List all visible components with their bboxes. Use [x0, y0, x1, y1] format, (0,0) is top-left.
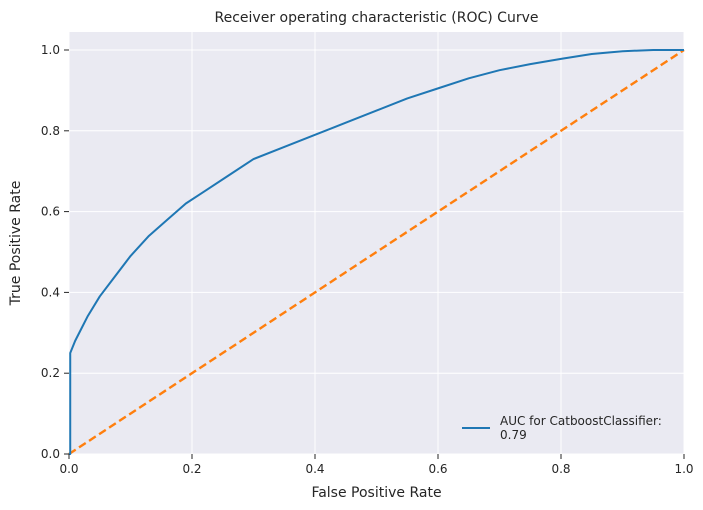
x-axis-ticks: 0.0 0.2 0.4 0.6 0.8 1.0 [59, 454, 694, 476]
legend-label-line2: 0.79 [500, 428, 527, 442]
x-axis-label: False Positive Rate [311, 485, 441, 501]
y-tick-label: 0.0 [41, 447, 60, 461]
y-axis-ticks: 0.0 0.2 0.4 0.6 0.8 1.0 [41, 43, 69, 461]
x-tick-label: 0.2 [182, 462, 201, 476]
x-tick-label: 0.6 [428, 462, 447, 476]
y-tick-label: 0.4 [41, 285, 60, 299]
x-tick-label: 0.4 [305, 462, 324, 476]
series-layer [68, 48, 685, 456]
y-tick-label: 0.2 [41, 366, 60, 380]
y-tick-label: 0.8 [41, 124, 60, 138]
roc-curve-line [69, 49, 684, 455]
y-tick-label: 1.0 [41, 43, 60, 57]
legend: AUC for CatboostClassifier: 0.79 [462, 414, 662, 442]
grid-lines [68, 32, 685, 455]
legend-label-line1: AUC for CatboostClassifier: [500, 414, 662, 428]
chart-title: Receiver operating characteristic (ROC) … [215, 10, 539, 26]
x-tick-label: 0.8 [551, 462, 570, 476]
y-tick-label: 0.6 [41, 205, 60, 219]
random-classifier-line [68, 48, 685, 456]
x-tick-label: 0.0 [59, 462, 78, 476]
y-axis-label: True Positive Rate [8, 181, 24, 307]
x-tick-label: 1.0 [674, 462, 693, 476]
plot-area-background [69, 32, 684, 454]
